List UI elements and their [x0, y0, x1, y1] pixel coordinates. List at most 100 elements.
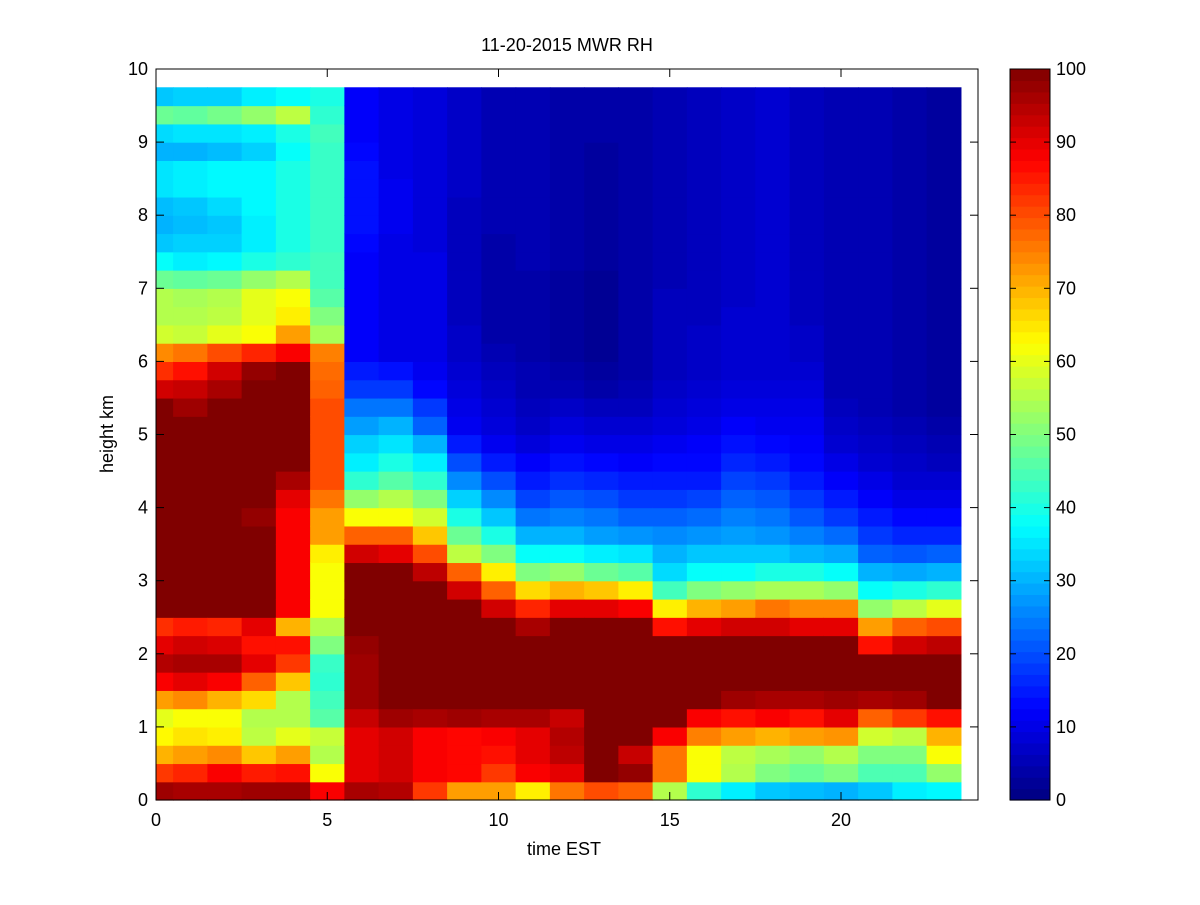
heatmap-cell [481, 562, 517, 582]
heatmap-cell [823, 178, 859, 198]
colorbar-segment [1010, 114, 1050, 127]
heatmap-cell [755, 215, 791, 235]
heatmap-cell [823, 781, 859, 801]
heatmap-cell [858, 178, 893, 198]
heatmap-cell [858, 361, 893, 381]
colorbar-segment [1010, 594, 1050, 607]
heatmap-cell [515, 416, 551, 436]
heatmap-cell [823, 379, 859, 399]
heatmap-cell [275, 708, 311, 728]
heatmap-cell [156, 598, 174, 618]
heatmap-cell [686, 343, 722, 362]
heatmap-cell [412, 690, 448, 710]
heatmap-cell [549, 489, 585, 509]
heatmap-cell [789, 726, 825, 746]
heatmap-cell [823, 142, 859, 161]
colorbar-segment [1010, 274, 1050, 287]
heatmap-cell [823, 324, 859, 344]
heatmap-cell [823, 270, 859, 289]
heatmap-cell [823, 544, 859, 564]
heatmap-cell [789, 653, 825, 673]
heatmap-cell [447, 726, 482, 746]
heatmap-cell [926, 397, 962, 417]
colorbar-segment [1010, 286, 1050, 299]
heatmap-cell [584, 745, 619, 765]
heatmap-cell [378, 215, 414, 235]
heatmap-cell [652, 471, 688, 490]
heatmap-cell [378, 726, 414, 746]
heatmap-cell [721, 379, 756, 399]
heatmap-cell [652, 781, 688, 801]
heatmap-cell [481, 215, 517, 235]
heatmap-cell [858, 580, 893, 600]
heatmap-cell [926, 617, 962, 637]
heatmap-cell [378, 525, 414, 545]
heatmap-cell [584, 270, 619, 289]
heatmap-cell [515, 726, 551, 746]
heatmap-cell [652, 215, 688, 235]
heatmap-cell [721, 123, 756, 143]
heatmap-cell [515, 215, 551, 235]
heatmap-cell [618, 324, 654, 344]
heatmap-cell [241, 105, 277, 125]
colorbar-segment [1010, 674, 1050, 687]
heatmap-cell [344, 416, 380, 436]
heatmap-cell [207, 471, 243, 490]
heatmap-cell [755, 635, 791, 655]
heatmap-cell [173, 142, 208, 161]
heatmap-cell [652, 160, 688, 180]
heatmap-cell [344, 598, 380, 618]
heatmap-cell [447, 105, 482, 125]
heatmap-cell [823, 489, 859, 509]
heatmap-cell [378, 507, 414, 527]
heatmap-cell [892, 233, 928, 253]
heatmap-cell [652, 544, 688, 564]
heatmap-cell [310, 598, 345, 618]
heatmap-cell [892, 270, 928, 289]
heatmap-cell [207, 196, 243, 216]
heatmap-cell [310, 288, 345, 308]
heatmap-cell [686, 617, 722, 637]
heatmap-cell [173, 507, 208, 527]
heatmap-cell [481, 178, 517, 198]
heatmap-cell [549, 781, 585, 801]
heatmap-cell [173, 525, 208, 545]
heatmap-cell [344, 343, 380, 362]
heatmap-cell [892, 562, 928, 582]
heatmap-cell [310, 306, 345, 326]
heatmap-cell [412, 215, 448, 235]
heatmap-cell [241, 489, 277, 509]
heatmap-cell [823, 215, 859, 235]
heatmap-cell [721, 87, 756, 107]
heatmap-cell [207, 288, 243, 308]
heatmap-cell [549, 745, 585, 765]
heatmap-cell [721, 306, 756, 326]
heatmap-cell [652, 288, 688, 308]
heatmap-cell [378, 708, 414, 728]
heatmap-cell [584, 251, 619, 271]
heatmap-cell [652, 580, 688, 600]
heatmap-cell [173, 489, 208, 509]
colorbar-segment [1010, 662, 1050, 675]
heatmap-cell [652, 635, 688, 655]
heatmap-cell [515, 178, 551, 198]
heatmap-cell [858, 690, 893, 710]
y-tick-label: 6 [138, 351, 148, 371]
heatmap-cell [892, 507, 928, 527]
colorbar-segment [1010, 640, 1050, 653]
heatmap-cell [412, 160, 448, 180]
heatmap-cell [789, 598, 825, 618]
heatmap-cell [618, 434, 654, 454]
heatmap-cell [515, 87, 551, 107]
heatmap-cell [207, 617, 243, 637]
heatmap-cell [618, 489, 654, 509]
heatmap-cell [755, 745, 791, 765]
heatmap-cell [156, 708, 174, 728]
heatmap-cell [549, 471, 585, 490]
heatmap-cell [344, 196, 380, 216]
heatmap-cell [173, 781, 208, 801]
heatmap-cell [207, 105, 243, 125]
heatmap-cell [310, 178, 345, 198]
heatmap-cell [549, 306, 585, 326]
colorbar-segment [1010, 297, 1050, 310]
